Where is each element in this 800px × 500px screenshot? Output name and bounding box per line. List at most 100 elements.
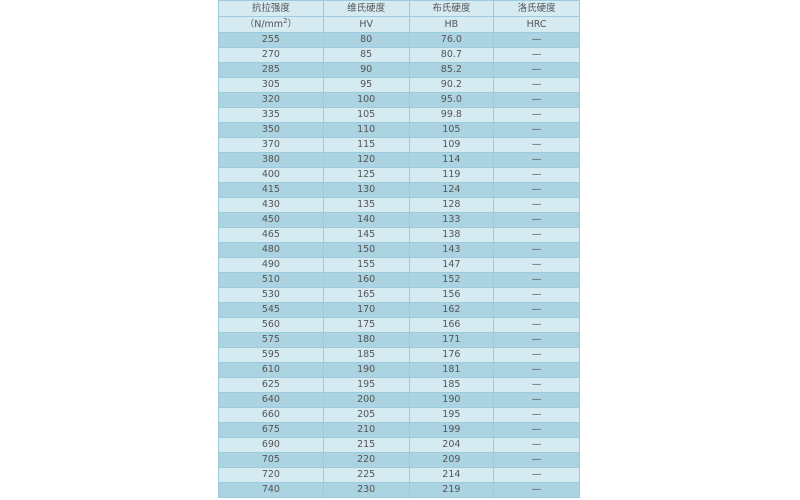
rockwell-cell: — <box>493 62 580 78</box>
vickers-cell: 110 <box>322 122 410 138</box>
rockwell-cell: — <box>493 47 580 63</box>
brinell-cell: 152 <box>408 272 495 288</box>
table-row: 560 175 166— <box>218 317 580 333</box>
table-row: 740 230 219— <box>218 482 580 498</box>
vickers-cell: 170 <box>322 302 410 318</box>
header-unit-row: （N/mm2） HV HB HRC <box>218 16 580 33</box>
brinell-cell: 114 <box>408 152 495 168</box>
header-brinell: 布氏硬度 <box>408 0 495 17</box>
tensile-strength-cell: 530 <box>218 287 324 303</box>
brinell-cell: 199 <box>408 422 495 438</box>
rockwell-cell: — <box>493 272 580 288</box>
brinell-cell: 138 <box>408 227 495 243</box>
rockwell-cell: — <box>493 287 580 303</box>
table-row: 720 225 214— <box>218 467 580 483</box>
tensile-strength-cell: 305 <box>218 77 324 93</box>
vickers-cell: 185 <box>322 347 410 363</box>
table-row: 305 95 90.2— <box>218 77 580 93</box>
rockwell-cell: — <box>493 452 580 468</box>
vickers-cell: 215 <box>322 437 410 453</box>
rockwell-cell: — <box>493 227 580 243</box>
brinell-cell: 80.7 <box>408 47 495 63</box>
rockwell-cell: — <box>493 257 580 273</box>
tensile-strength-cell: 370 <box>218 137 324 153</box>
rockwell-cell: — <box>493 332 580 348</box>
tensile-strength-cell: 450 <box>218 212 324 228</box>
table-row: 285 90 85.2— <box>218 62 580 78</box>
header-tensile-strength: 抗拉强度 <box>218 0 324 17</box>
table-row: 705 220 209— <box>218 452 580 468</box>
rockwell-cell: — <box>493 377 580 393</box>
table-row: 690 215 204— <box>218 437 580 453</box>
tensile-strength-cell: 380 <box>218 152 324 168</box>
brinell-cell: 95.0 <box>408 92 495 108</box>
brinell-cell: 181 <box>408 362 495 378</box>
vickers-cell: 195 <box>322 377 410 393</box>
tensile-strength-cell: 255 <box>218 32 324 48</box>
rockwell-cell: — <box>493 467 580 483</box>
table-row: 595 185 176— <box>218 347 580 363</box>
rockwell-cell: — <box>493 92 580 108</box>
vickers-cell: 105 <box>322 107 410 123</box>
tensile-strength-cell: 430 <box>218 197 324 213</box>
tensile-strength-cell: 660 <box>218 407 324 423</box>
table-row: 415 130 124— <box>218 182 580 198</box>
table-row: 430 135 128— <box>218 197 580 213</box>
table-row: 640 200 190— <box>218 392 580 408</box>
table-row: 625 195 185— <box>218 377 580 393</box>
rockwell-cell: — <box>493 242 580 258</box>
unit-vickers: HV <box>322 16 410 33</box>
brinell-cell: 209 <box>408 452 495 468</box>
tensile-strength-cell: 705 <box>218 452 324 468</box>
vickers-cell: 120 <box>322 152 410 168</box>
brinell-cell: 119 <box>408 167 495 183</box>
table-row: 490 155 147— <box>218 257 580 273</box>
unit-brinell: HB <box>408 16 495 33</box>
table-row: 480 150 143— <box>218 242 580 258</box>
rockwell-cell: — <box>493 392 580 408</box>
brinell-cell: 166 <box>408 317 495 333</box>
brinell-cell: 190 <box>408 392 495 408</box>
table-row: 465 145 138— <box>218 227 580 243</box>
brinell-cell: 185 <box>408 377 495 393</box>
rockwell-cell: — <box>493 347 580 363</box>
brinell-cell: 133 <box>408 212 495 228</box>
table-row: 400 125 119— <box>218 167 580 183</box>
rockwell-cell: — <box>493 212 580 228</box>
rockwell-cell: — <box>493 197 580 213</box>
brinell-cell: 214 <box>408 467 495 483</box>
brinell-cell: 99.8 <box>408 107 495 123</box>
brinell-cell: 162 <box>408 302 495 318</box>
vickers-cell: 155 <box>322 257 410 273</box>
rockwell-cell: — <box>493 362 580 378</box>
table-row: 510 160 152— <box>218 272 580 288</box>
vickers-cell: 80 <box>322 32 410 48</box>
tensile-strength-cell: 510 <box>218 272 324 288</box>
vickers-cell: 115 <box>322 137 410 153</box>
table-row: 450 140 133— <box>218 212 580 228</box>
table-row: 255 80 76.0— <box>218 32 580 48</box>
tensile-strength-cell: 400 <box>218 167 324 183</box>
vickers-cell: 190 <box>322 362 410 378</box>
table-row: 370 115 109— <box>218 137 580 153</box>
unit-rockwell: HRC <box>493 16 580 33</box>
rockwell-cell: — <box>493 107 580 123</box>
brinell-cell: 85.2 <box>408 62 495 78</box>
table-row: 380 120 114— <box>218 152 580 168</box>
tensile-strength-cell: 720 <box>218 467 324 483</box>
brinell-cell: 171 <box>408 332 495 348</box>
table-row: 545 170 162— <box>218 302 580 318</box>
rockwell-cell: — <box>493 437 580 453</box>
tensile-strength-cell: 675 <box>218 422 324 438</box>
rockwell-cell: — <box>493 122 580 138</box>
table-row: 320 100 95.0— <box>218 92 580 108</box>
brinell-cell: 105 <box>408 122 495 138</box>
brinell-cell: 156 <box>408 287 495 303</box>
header-rockwell: 洛氏硬度 <box>493 0 580 17</box>
vickers-cell: 150 <box>322 242 410 258</box>
vickers-cell: 140 <box>322 212 410 228</box>
vickers-cell: 230 <box>322 482 410 498</box>
tensile-strength-cell: 640 <box>218 392 324 408</box>
vickers-cell: 85 <box>322 47 410 63</box>
vickers-cell: 125 <box>322 167 410 183</box>
